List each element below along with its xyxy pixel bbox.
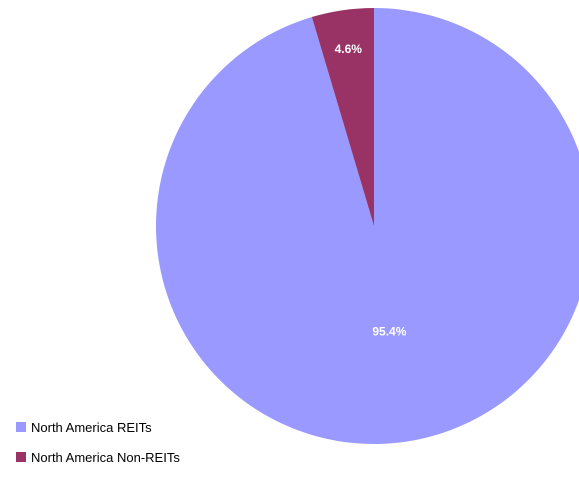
legend-item-north-america-non-reits: North America Non-REITs xyxy=(16,449,180,465)
legend-label-north-america-reits: North America REITs xyxy=(31,419,152,435)
pie-slice-label-north-america-reits: 95.4% xyxy=(372,325,406,339)
legend-swatch-north-america-non-reits xyxy=(16,452,26,462)
legend-swatch-north-america-reits xyxy=(16,422,26,432)
chart-legend: North America REITs North America Non-RE… xyxy=(16,420,180,480)
pie-slice-label-north-america-non-reits: 4.6% xyxy=(335,42,363,56)
legend-item-north-america-reits: North America REITs xyxy=(16,419,180,435)
legend-label-north-america-non-reits: North America Non-REITs xyxy=(31,449,180,465)
pie-slice-north-america-reits xyxy=(156,8,579,444)
pie-slice-north-america-non-reits xyxy=(311,8,374,226)
